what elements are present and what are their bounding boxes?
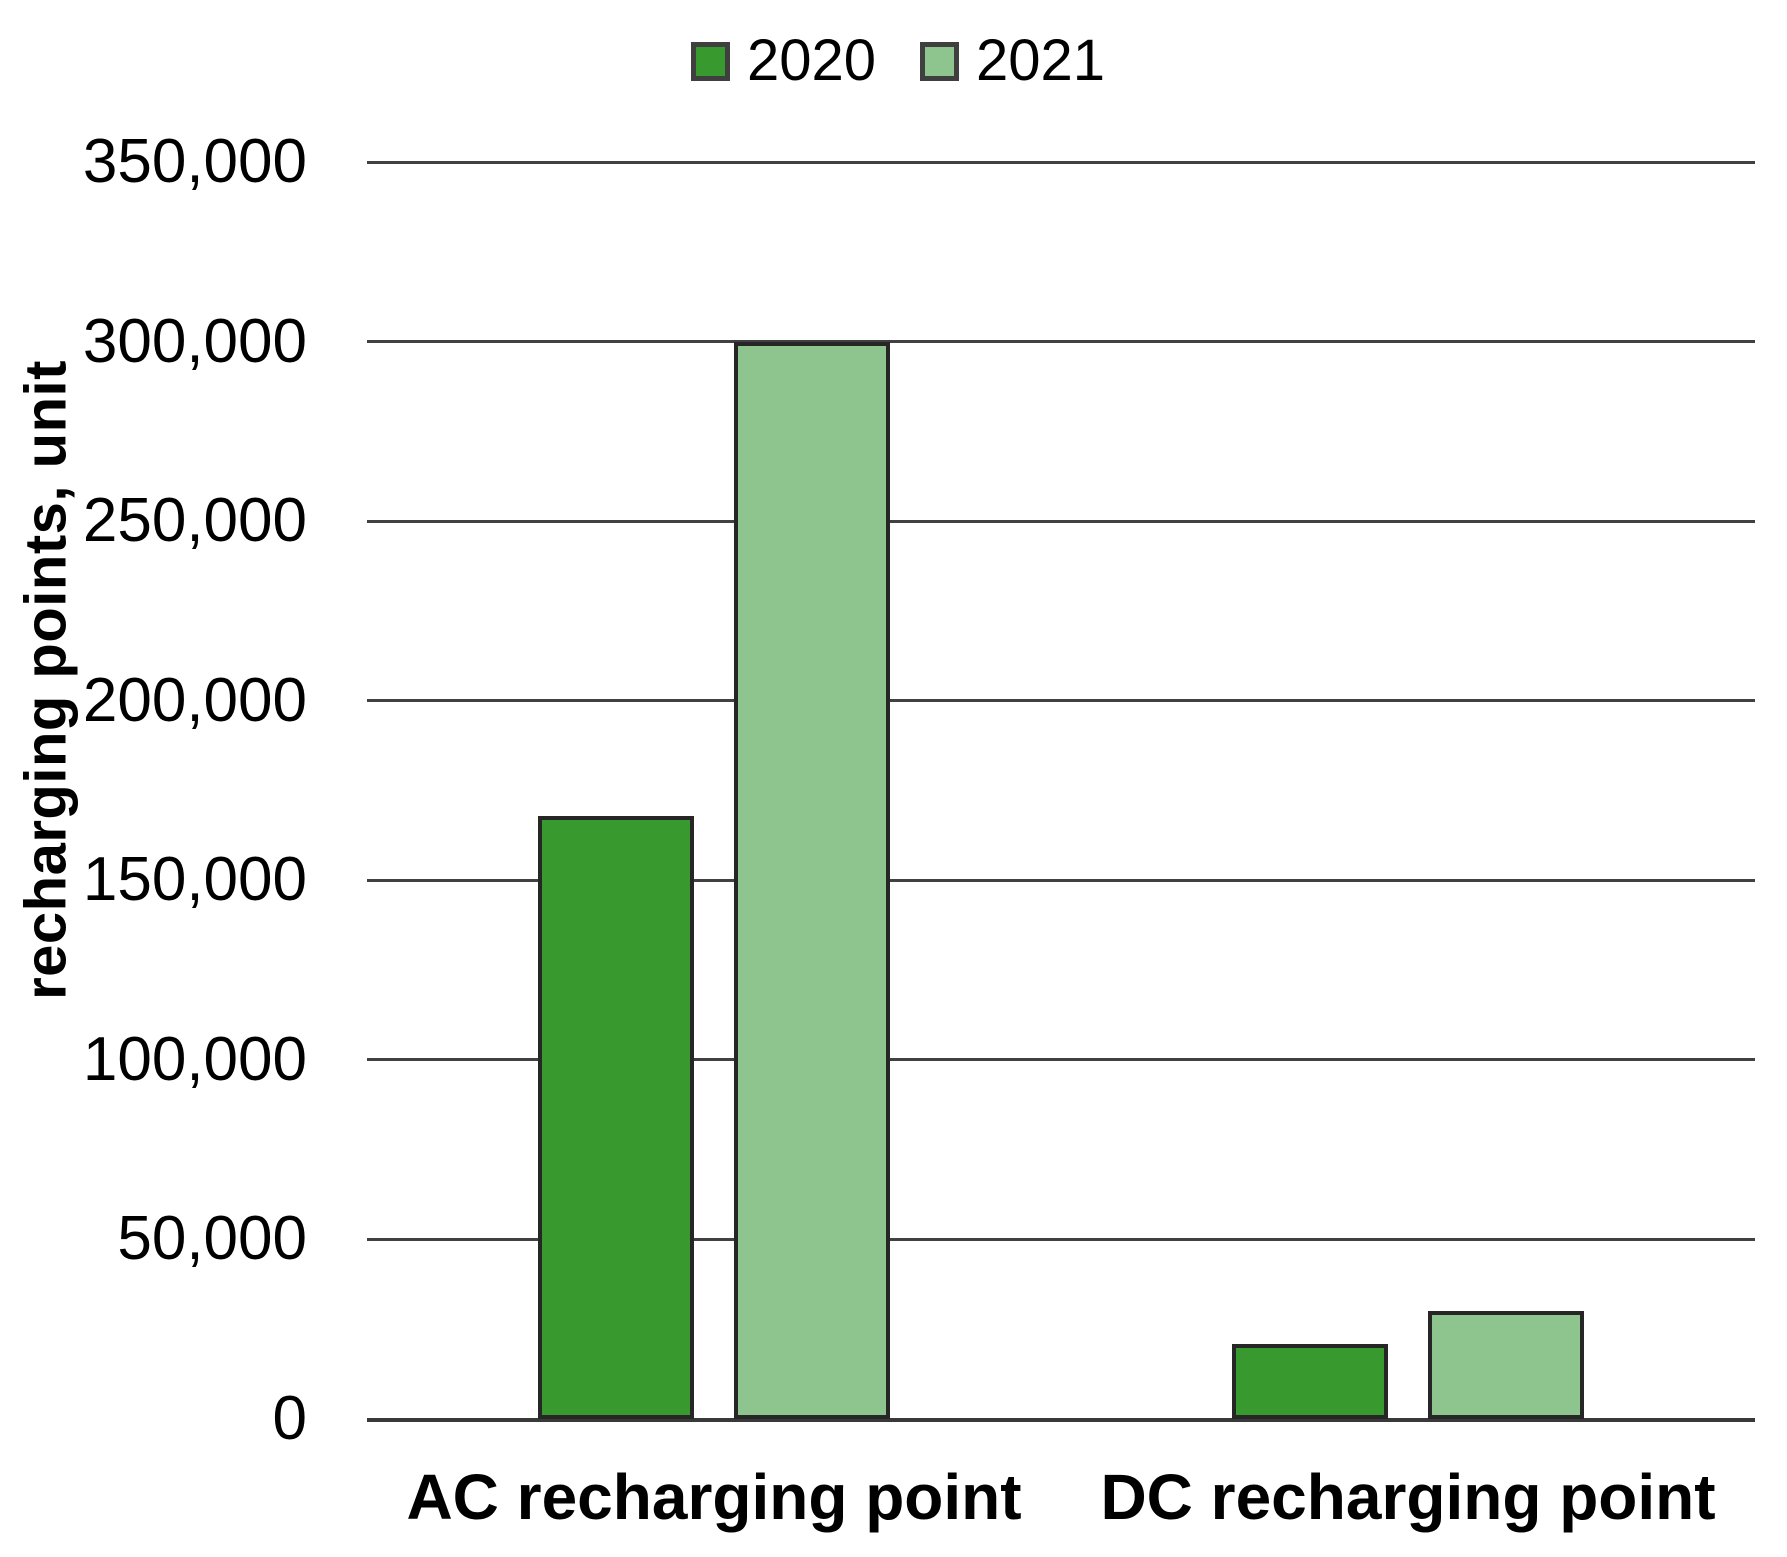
y-tick-label: 300,000: [82, 307, 307, 376]
legend-label: 2020: [747, 28, 877, 93]
y-tick-label: 50,000: [117, 1204, 307, 1273]
legend-swatch-icon: [920, 41, 960, 81]
gridline: [367, 1058, 1755, 1061]
gridline: [367, 699, 1755, 702]
bar-2021-dc: [1428, 1311, 1584, 1419]
bar-2021-ac: [734, 342, 890, 1419]
y-tick-label: 0: [272, 1384, 307, 1453]
legend-label: 2021: [976, 28, 1106, 93]
gridline: [367, 340, 1755, 343]
gridline: [367, 161, 1755, 164]
y-tick-label: 200,000: [82, 666, 307, 735]
legend-swatch-icon: [691, 41, 730, 81]
gridline: [367, 1238, 1755, 1241]
y-axis-title: recharging points, unit: [13, 360, 79, 1000]
y-tick-label: 100,000: [82, 1025, 307, 1094]
bar-2020-ac: [538, 816, 694, 1419]
x-category-label: DC recharging point: [1100, 1461, 1716, 1533]
x-axis-baseline: [367, 1418, 1755, 1422]
gridline: [367, 520, 1755, 523]
x-category-label: AC recharging point: [406, 1461, 1022, 1533]
plot-area: [367, 161, 1755, 1422]
legend-item-2020: 2020: [691, 30, 876, 92]
y-tick-label: 150,000: [82, 845, 307, 914]
y-tick-label: 250,000: [82, 486, 307, 555]
gridline: [367, 879, 1755, 882]
legend-item-2021: 2021: [920, 30, 1105, 92]
bar-2020-dc: [1232, 1344, 1388, 1419]
y-tick-label: 350,000: [82, 127, 307, 196]
legend: 2020 2021: [691, 30, 1105, 92]
